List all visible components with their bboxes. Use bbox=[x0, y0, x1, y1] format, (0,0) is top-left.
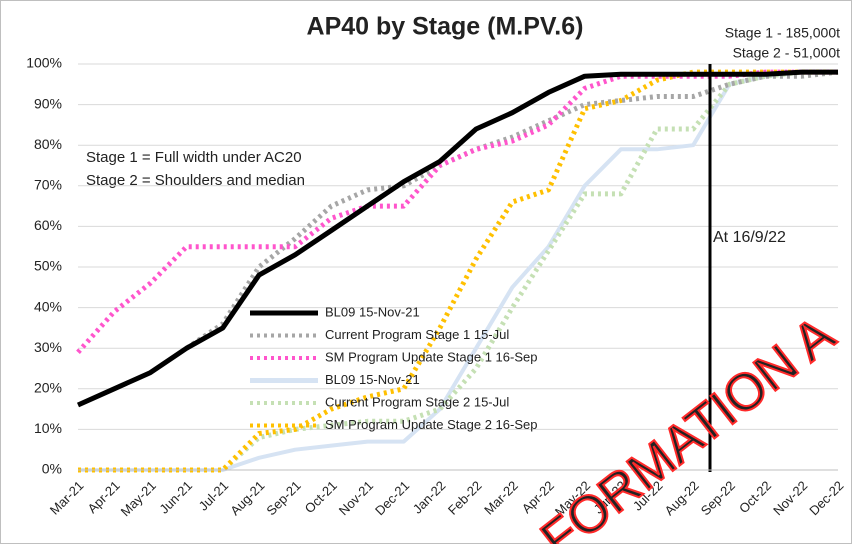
chart-title: AP40 by Stage (M.PV.6) bbox=[307, 13, 584, 41]
legend-label: BL09 15-Nov-21 bbox=[325, 372, 420, 387]
y-tick-label: 50% bbox=[34, 258, 62, 274]
legend-label: SM Program Update Stage 2 16-Sep bbox=[325, 417, 537, 432]
y-tick-label: 30% bbox=[34, 339, 62, 355]
annotation: Stage 2 - 51,000t bbox=[733, 45, 841, 61]
series-line bbox=[76, 69, 838, 354]
legend-label: Current Program Stage 2 15-Jul bbox=[325, 394, 509, 409]
annotation: Stage 2 = Shoulders and median bbox=[86, 172, 305, 189]
annotation: Stage 1 - 185,000t bbox=[725, 25, 840, 41]
legend-label: Current Program Stage 1 15-Jul bbox=[325, 327, 509, 342]
y-tick-label: 90% bbox=[34, 95, 62, 111]
y-tick-label: 20% bbox=[34, 380, 62, 396]
series-line bbox=[185, 69, 839, 351]
y-tick-label: 0% bbox=[42, 461, 62, 477]
annotation: At 16/9/22 bbox=[713, 229, 786, 246]
y-tick-label: 60% bbox=[34, 217, 62, 233]
legend-label: BL09 15-Nov-21 bbox=[325, 304, 420, 319]
legend-label: SM Program Update Stage 1 16-Sep bbox=[325, 349, 537, 364]
y-tick-label: 10% bbox=[34, 420, 62, 436]
y-tick-label: 40% bbox=[34, 298, 62, 314]
y-tick-label: 80% bbox=[34, 136, 62, 152]
y-tick-label: 70% bbox=[34, 177, 62, 193]
y-tick-label: 100% bbox=[26, 55, 62, 71]
annotation: Stage 1 = Full width under AC20 bbox=[86, 149, 302, 166]
